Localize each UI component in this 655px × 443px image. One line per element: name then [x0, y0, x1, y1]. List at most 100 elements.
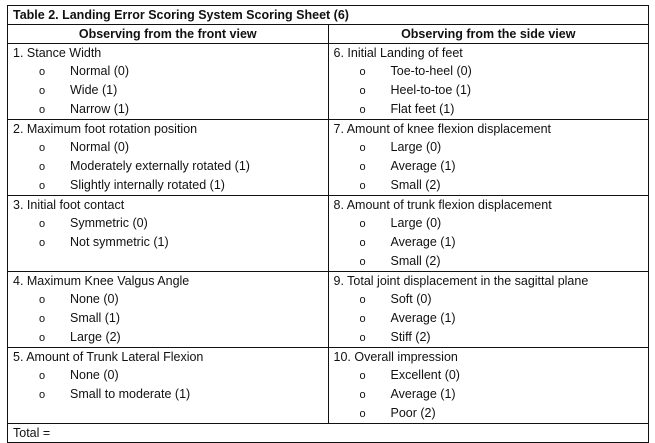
header-side-view: Observing from the side view — [327, 24, 649, 44]
option-item: o Poor (2) — [334, 404, 649, 423]
bullet-icon: o — [39, 218, 46, 230]
criterion-question: 4. Maximum Knee Valgus Angle — [13, 274, 190, 288]
option-item: o Large (0) — [334, 214, 649, 233]
table-row: 2. Maximum foot rotation position o Normal… — [7, 119, 649, 196]
bullet-icon: o — [39, 161, 46, 173]
option-label: Large (2) — [70, 330, 121, 344]
bullet-icon: o — [359, 104, 366, 116]
table-row: 3. Initial foot contact o Symmetric (0) o No… — [7, 195, 649, 272]
bullet-icon: o — [39, 85, 46, 97]
option-label: Normal (0) — [70, 64, 130, 78]
option-item: o Moderately externally rotated (1) — [13, 157, 328, 176]
table-row: 4. Maximum Knee Valgus Angle o None (0) o Sm… — [7, 271, 649, 348]
option-label: Heel-to-toe (1) — [390, 83, 472, 97]
criterion-question: 9. Total joint displacement in the sagit… — [333, 274, 589, 288]
bullet-icon: o — [359, 389, 366, 401]
option-item: o Flat feet (1) — [334, 100, 649, 119]
option-item: o Small to moderate (1) — [13, 385, 328, 404]
option-item: o Average (1) — [334, 309, 649, 328]
bullet-icon: o — [39, 66, 46, 78]
scoring-sheet-table: Table 2. Landing Error Scoring System Sc… — [7, 5, 649, 443]
bullet-icon: o — [359, 161, 366, 173]
option-item: o Not symmetric (1) — [13, 233, 328, 252]
bullet-icon: o — [359, 408, 366, 420]
criterion-question: 6. Initial Landing of feet — [333, 46, 463, 60]
criterion-cell: 5. Amount of Trunk Lateral Flexion o None … — [7, 347, 329, 424]
bullet-icon: o — [359, 237, 366, 249]
criterion-cell: 7. Amount of knee flexion displacement o L… — [327, 119, 649, 196]
criterion-question: 10. Overall impression — [333, 350, 458, 364]
bullet-icon: o — [39, 142, 46, 154]
option-label: Average (1) — [390, 159, 456, 173]
bullet-icon: o — [39, 389, 46, 401]
bullet-icon: o — [39, 332, 46, 344]
table-row: 5. Amount of Trunk Lateral Flexion o None … — [7, 347, 649, 424]
option-label: Small (1) — [70, 311, 121, 325]
criterion-question: 3. Initial foot contact — [13, 198, 125, 212]
criterion-question: 7. Amount of knee flexion displacement — [333, 122, 552, 136]
option-item: o None (0) — [13, 366, 328, 385]
bullet-icon: o — [359, 180, 366, 192]
option-item: o Small (1) — [13, 309, 328, 328]
option-item: o Toe-to-heel (0) — [334, 62, 649, 81]
option-label: Normal (0) — [70, 140, 130, 154]
option-label: Average (1) — [390, 235, 456, 249]
option-label: Moderately externally rotated (1) — [70, 159, 250, 173]
option-item: o Narrow (1) — [13, 100, 328, 119]
criterion-cell: 8. Amount of trunk flexion displacement o… — [327, 195, 649, 272]
criterion-cell: 10. Overall impression o Excellent (0) o Ave… — [327, 347, 649, 424]
option-item: o Symmetric (0) — [13, 214, 328, 233]
criterion-cell: 9. Total joint displacement in the sagit… — [327, 271, 649, 348]
table-row: 1. Stance Width o Normal (0) o Wide (1) o Narr… — [7, 43, 649, 120]
option-item: o Large (2) — [13, 328, 328, 347]
option-item: o Slightly internally rotated (1) — [13, 176, 328, 195]
option-label: Flat feet (1) — [390, 102, 455, 116]
bullet-icon: o — [39, 294, 46, 306]
option-label: Small to moderate (1) — [70, 387, 191, 401]
bullet-icon: o — [359, 218, 366, 230]
option-item: o Average (1) — [334, 385, 649, 404]
option-label: Soft (0) — [390, 292, 432, 306]
bullet-icon: o — [359, 142, 366, 154]
criterion-cell: 1. Stance Width o Normal (0) o Wide (1) o Narr… — [7, 43, 329, 120]
bullet-icon: o — [39, 313, 46, 325]
bullet-icon: o — [359, 370, 366, 382]
option-label: None (0) — [70, 368, 119, 382]
option-item: o Wide (1) — [13, 81, 328, 100]
option-item: o Average (1) — [334, 233, 649, 252]
bullet-icon: o — [359, 332, 366, 344]
option-item: o Normal (0) — [13, 138, 328, 157]
bullet-icon: o — [39, 370, 46, 382]
bullet-icon: o — [359, 294, 366, 306]
criterion-cell: 4. Maximum Knee Valgus Angle o None (0) o Sm… — [7, 271, 329, 348]
option-item: o Small (2) — [334, 252, 649, 271]
option-item: o Average (1) — [334, 157, 649, 176]
option-label: Small (2) — [390, 254, 441, 268]
option-label: Not symmetric (1) — [70, 235, 169, 249]
criterion-question: 1. Stance Width — [13, 46, 102, 60]
option-item: o Stiff (2) — [334, 328, 649, 347]
option-item: o None (0) — [13, 290, 328, 309]
option-label: Large (0) — [390, 140, 442, 154]
option-label: Average (1) — [390, 311, 456, 325]
criterion-cell: 3. Initial foot contact o Symmetric (0) o No… — [7, 195, 329, 272]
option-item: o Excellent (0) — [334, 366, 649, 385]
bullet-icon: o — [39, 180, 46, 192]
criterion-cell: 2. Maximum foot rotation position o Normal… — [7, 119, 329, 196]
option-item: o Normal (0) — [13, 62, 328, 81]
option-label: Average (1) — [390, 387, 456, 401]
option-label: Stiff (2) — [390, 330, 431, 344]
bullet-icon: o — [359, 256, 366, 268]
option-label: Excellent (0) — [390, 368, 460, 382]
option-label: Slightly internally rotated (1) — [70, 178, 225, 192]
criterion-question: 2. Maximum foot rotation position — [13, 122, 198, 136]
option-label: Small (2) — [390, 178, 441, 192]
option-item: o Large (0) — [334, 138, 649, 157]
option-label: Symmetric (0) — [70, 216, 148, 230]
criterion-question: 8. Amount of trunk flexion displacement — [333, 198, 552, 212]
option-label: Poor (2) — [390, 406, 436, 420]
option-item: o Soft (0) — [334, 290, 649, 309]
bullet-icon: o — [39, 237, 46, 249]
option-label: None (0) — [70, 292, 119, 306]
bullet-icon: o — [359, 85, 366, 97]
